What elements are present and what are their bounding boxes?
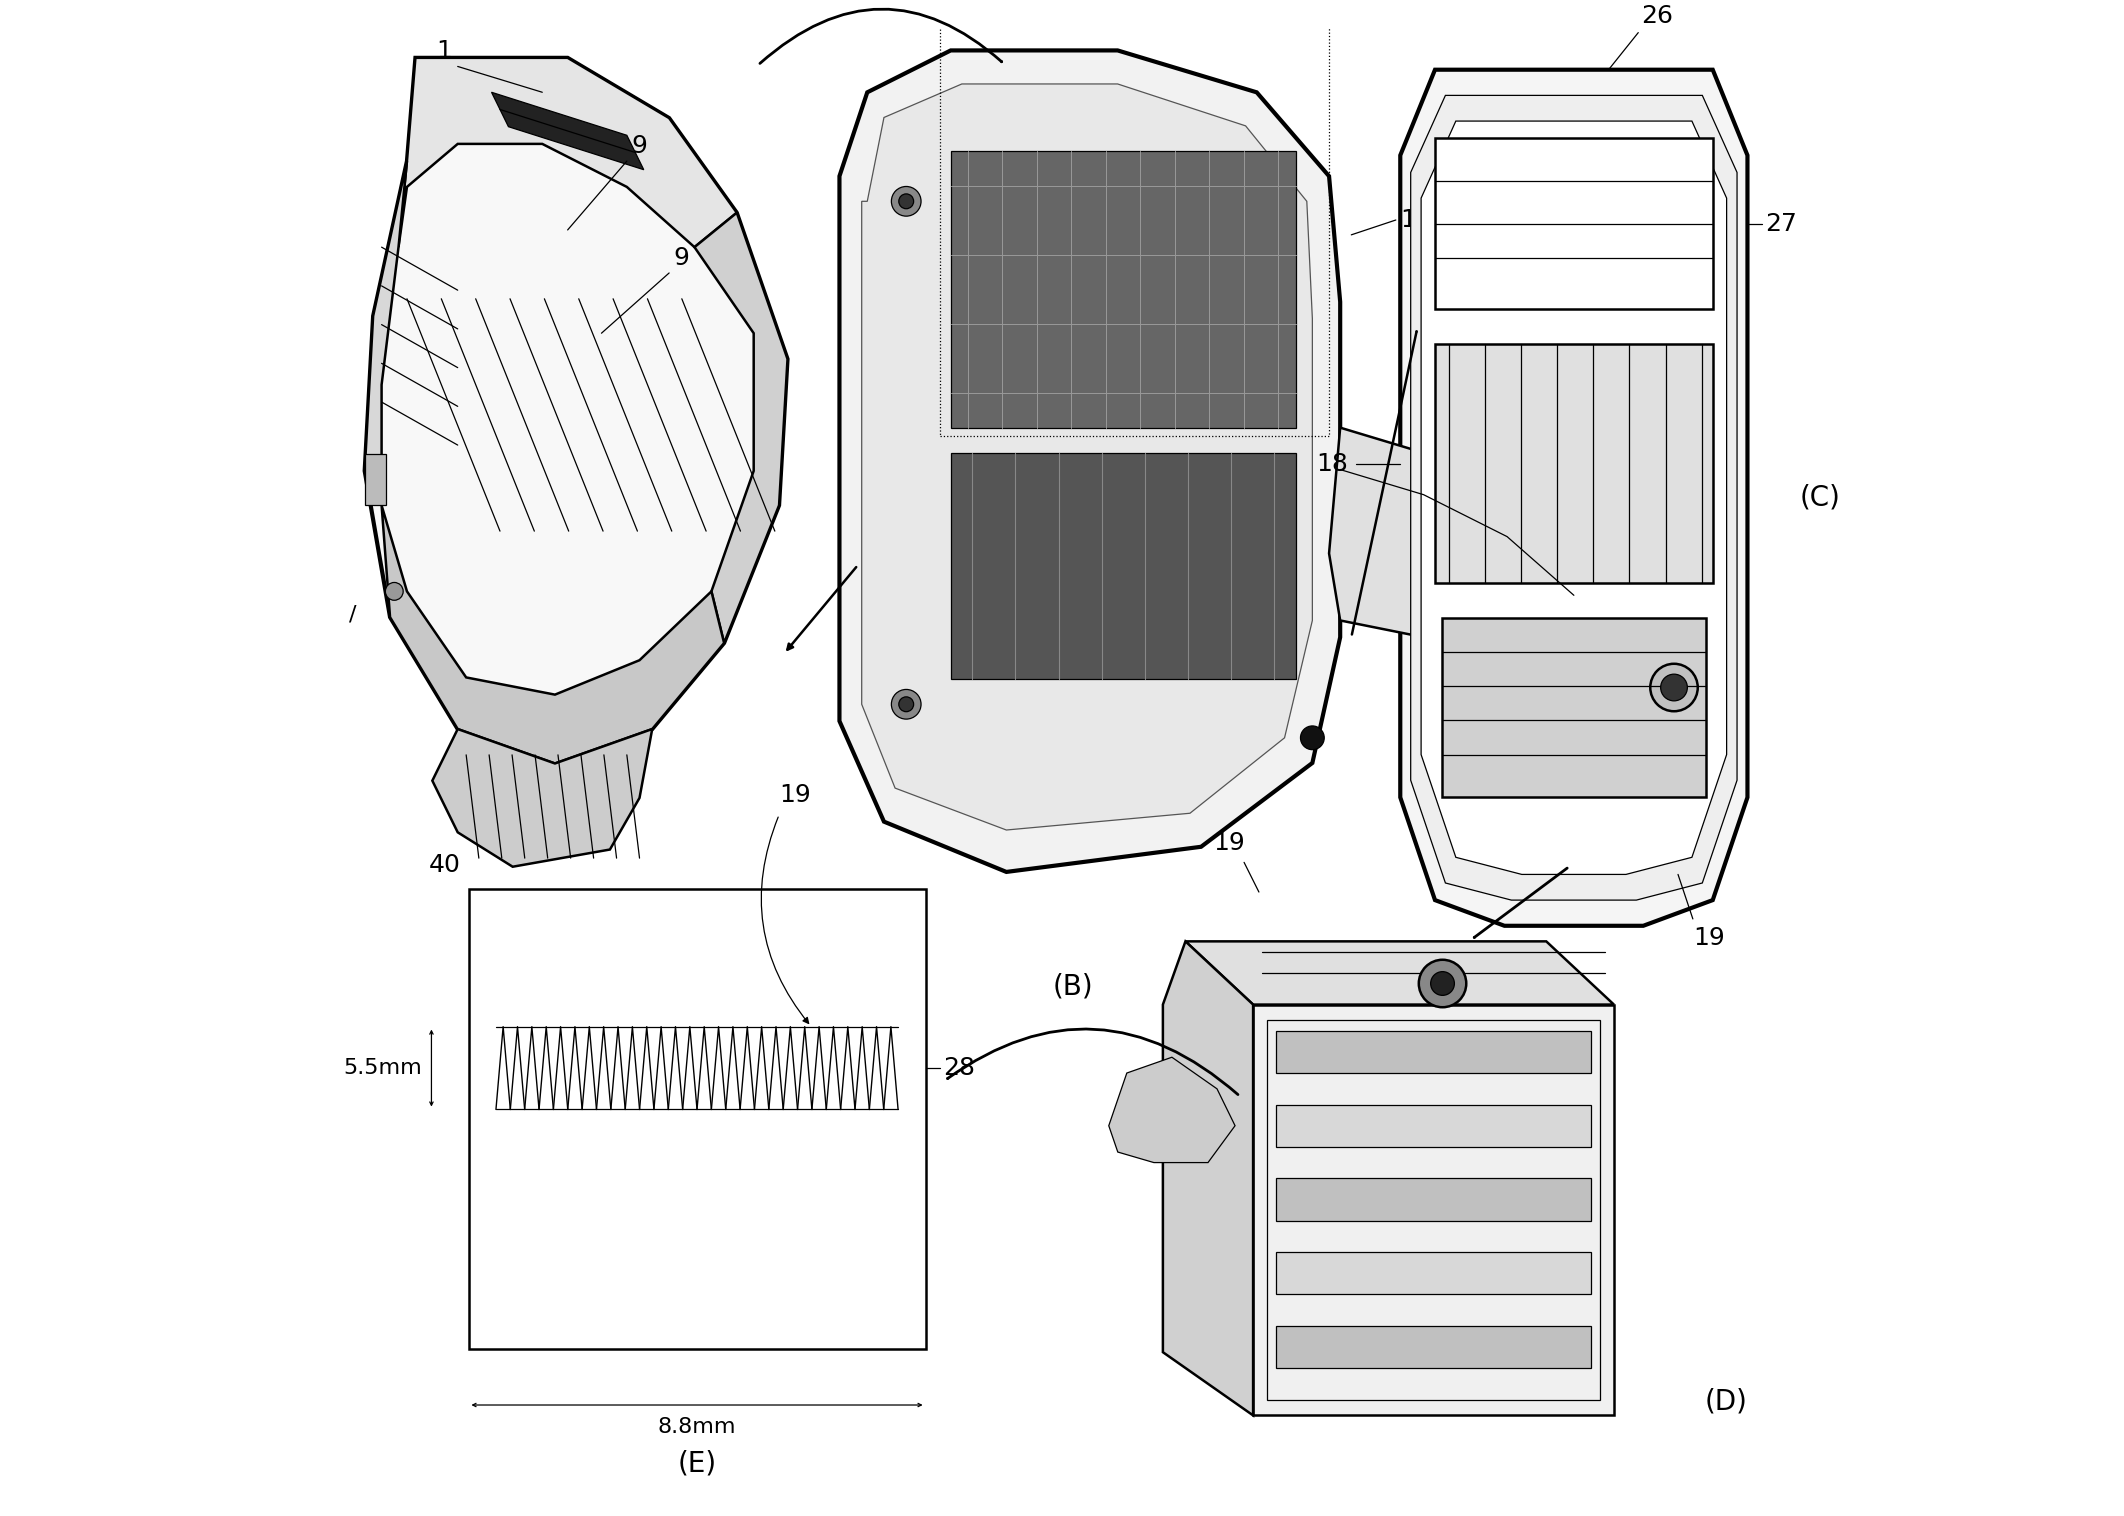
Text: (E): (E): [678, 1449, 716, 1478]
Text: 27: 27: [1765, 212, 1797, 236]
Polygon shape: [952, 453, 1296, 679]
Circle shape: [1661, 675, 1686, 700]
Polygon shape: [862, 83, 1313, 831]
Text: (D): (D): [1703, 1387, 1748, 1416]
Polygon shape: [695, 212, 788, 643]
Polygon shape: [1410, 96, 1737, 901]
Polygon shape: [1277, 1252, 1591, 1295]
Text: /: /: [348, 605, 357, 625]
Circle shape: [892, 186, 922, 217]
Text: 18: 18: [1400, 208, 1432, 232]
Circle shape: [1419, 960, 1466, 1007]
Polygon shape: [1436, 344, 1712, 584]
Text: 9: 9: [673, 246, 690, 270]
Polygon shape: [433, 729, 652, 867]
Polygon shape: [365, 58, 788, 764]
Polygon shape: [1185, 941, 1614, 1005]
Circle shape: [384, 582, 404, 600]
Polygon shape: [1330, 428, 1663, 722]
Circle shape: [892, 690, 922, 719]
Text: (B): (B): [1054, 973, 1094, 1001]
Circle shape: [1650, 664, 1697, 711]
Text: 18: 18: [1317, 452, 1349, 476]
Polygon shape: [1421, 121, 1727, 875]
Text: 5.5mm: 5.5mm: [344, 1058, 423, 1078]
Polygon shape: [1162, 941, 1253, 1416]
Circle shape: [1300, 726, 1323, 750]
Text: 19: 19: [1693, 926, 1725, 951]
Text: (A): (A): [514, 970, 554, 998]
Polygon shape: [469, 888, 926, 1349]
Text: 9: 9: [631, 133, 648, 158]
Text: 1: 1: [435, 39, 452, 64]
Polygon shape: [1253, 1005, 1614, 1416]
Polygon shape: [1436, 138, 1712, 309]
Polygon shape: [1442, 617, 1706, 797]
Text: 26: 26: [1642, 5, 1674, 29]
Text: 19: 19: [780, 784, 811, 807]
Circle shape: [1432, 972, 1455, 996]
Polygon shape: [952, 152, 1296, 428]
Polygon shape: [1277, 1105, 1591, 1146]
Polygon shape: [839, 50, 1340, 872]
Polygon shape: [1277, 1326, 1591, 1367]
Polygon shape: [1277, 1031, 1591, 1073]
Polygon shape: [1400, 70, 1748, 926]
Polygon shape: [399, 58, 737, 247]
Polygon shape: [491, 92, 644, 170]
Text: 28: 28: [943, 1057, 975, 1079]
Polygon shape: [1277, 1178, 1591, 1220]
Polygon shape: [365, 453, 387, 505]
Circle shape: [898, 194, 913, 209]
Polygon shape: [365, 161, 408, 505]
Text: 19: 19: [1213, 831, 1245, 855]
Polygon shape: [1109, 1057, 1234, 1163]
Polygon shape: [382, 505, 724, 764]
Text: 8.8mm: 8.8mm: [658, 1417, 737, 1437]
Circle shape: [898, 697, 913, 711]
Text: 40: 40: [429, 854, 461, 876]
Text: (C): (C): [1799, 484, 1839, 512]
